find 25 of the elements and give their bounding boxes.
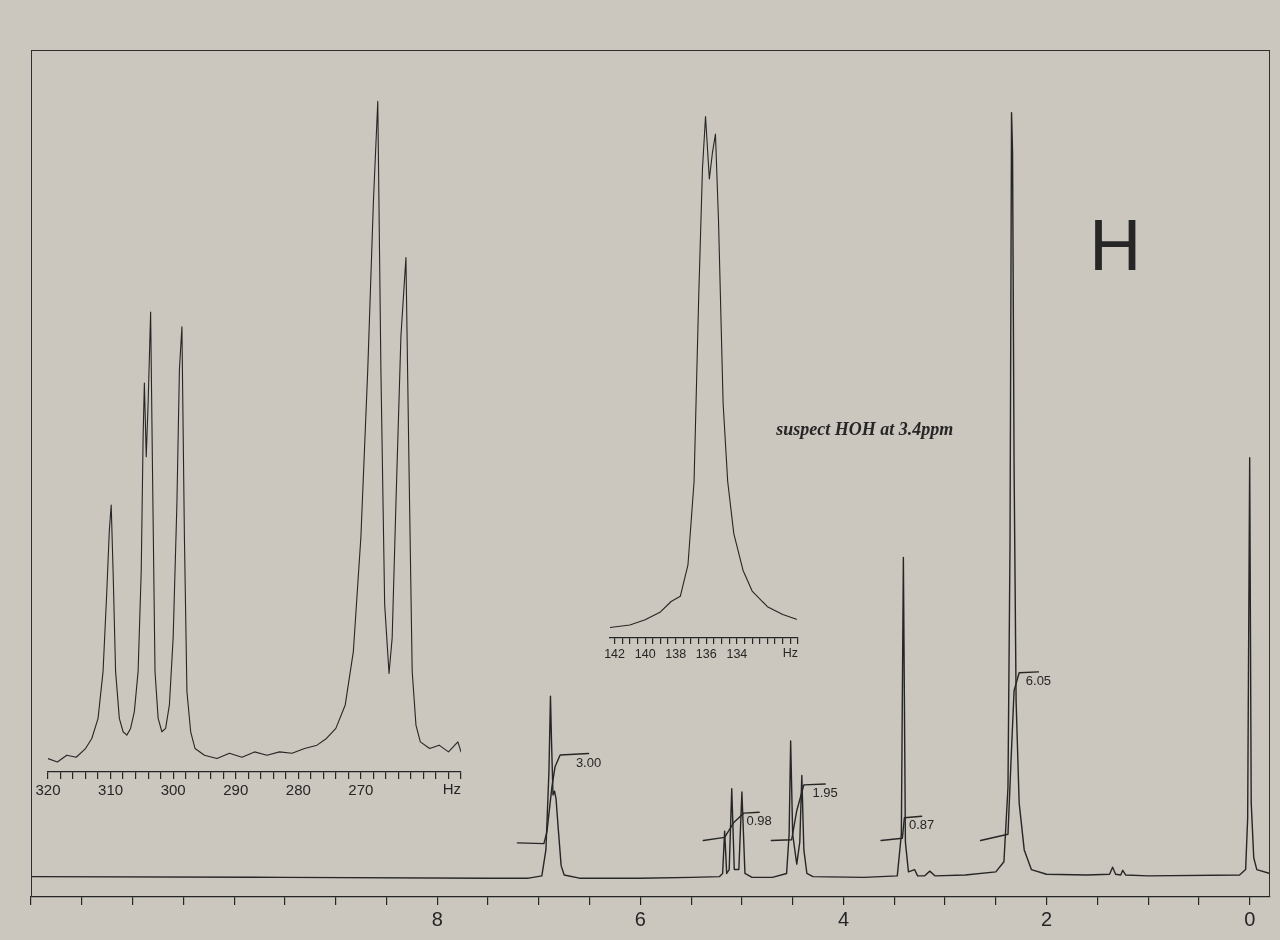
- x-tick-label: 6: [634, 907, 646, 930]
- x-tick-label: 140: [634, 646, 656, 661]
- x-tick-label: 8: [431, 907, 443, 930]
- annotation: 1.95: [812, 785, 838, 801]
- x-tick-label: 270: [348, 781, 374, 799]
- x-axis-title: Hz: [782, 645, 798, 660]
- x-axis-title: Hz: [442, 779, 461, 797]
- x-tick-label: 136: [695, 646, 717, 661]
- x-tick-label: 142: [604, 646, 626, 661]
- annotation: 6.05: [1025, 673, 1052, 688]
- x-tick-label: 290: [223, 781, 249, 799]
- x-tick-label: 310: [98, 781, 124, 799]
- x-tick-label: 138: [665, 646, 687, 661]
- annotation: suspect HOH at 3.4ppm: [775, 418, 954, 439]
- x-tick-label: 134: [726, 646, 748, 661]
- annotation: 0.98: [746, 813, 772, 829]
- x-tick-label: 4: [837, 907, 850, 930]
- annotation: 0.87: [909, 817, 935, 833]
- annotation: 3.00: [575, 754, 602, 770]
- x-tick-label: 320: [35, 781, 61, 799]
- annotation: H: [1089, 204, 1142, 285]
- x-tick-label: 300: [160, 781, 186, 799]
- x-tick-label: 0: [1244, 907, 1256, 930]
- x-tick-label: 2: [1041, 907, 1053, 930]
- x-tick-label: 280: [285, 781, 311, 799]
